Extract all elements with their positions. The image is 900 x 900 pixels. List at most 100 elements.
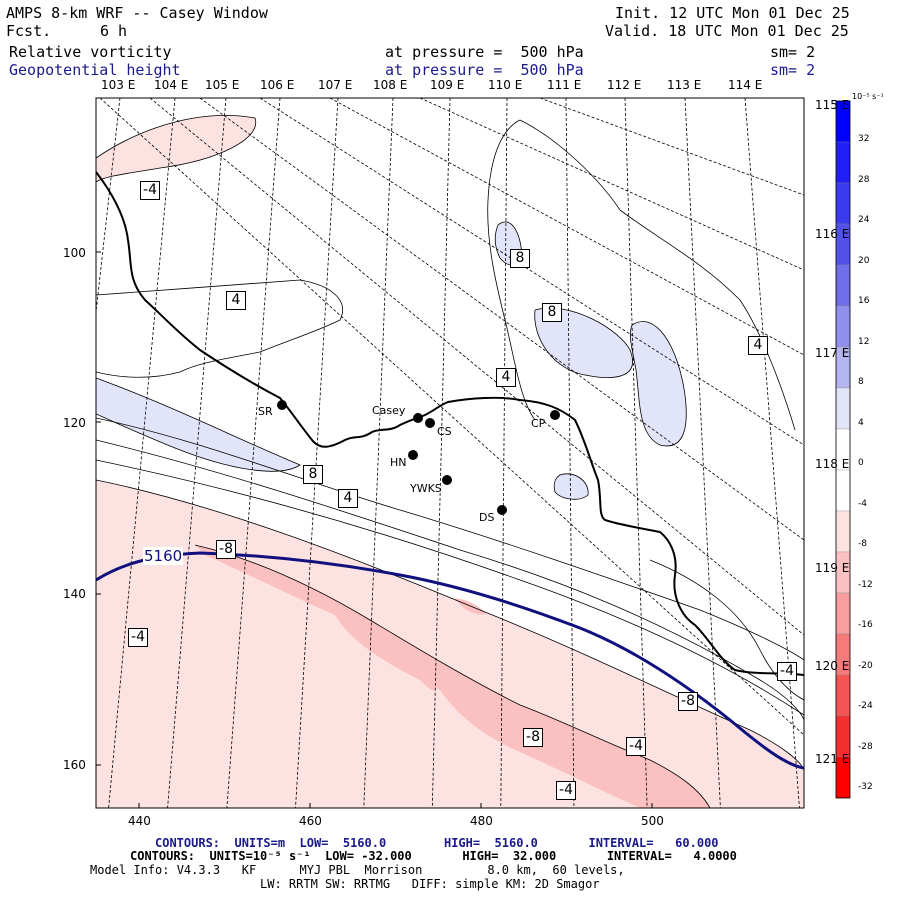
- colorbar-label: 4: [858, 417, 864, 428]
- contour-value-label: -4: [140, 181, 160, 200]
- station-label: Casey: [372, 404, 406, 417]
- y-tick-label: 120: [63, 416, 86, 430]
- colorbar-segment: [835, 141, 851, 184]
- colorbar-label: 16: [858, 296, 870, 306]
- y-tick-label: 140: [63, 587, 86, 601]
- colorbar-segment: [835, 674, 851, 717]
- colorbar-segment: [835, 715, 851, 758]
- lon-label-right: 121 E: [815, 752, 850, 766]
- lon-label-top: 110 E: [488, 78, 523, 92]
- lon-label-top: 113 E: [667, 78, 702, 92]
- contour-value-label: -4: [626, 737, 646, 756]
- footer-vorticity-contours: CONTOURS: UNITS=10⁻⁵ s⁻¹ LOW= -32.000 HI…: [130, 849, 737, 863]
- plot-title: AMPS 8-km WRF -- Casey Window: [6, 4, 268, 22]
- lon-label-right: 115 E: [815, 98, 850, 112]
- positive-vorticity-area: [554, 473, 589, 500]
- x-tick-label: 440: [128, 814, 151, 828]
- lon-label-top: 104 E: [154, 78, 189, 92]
- station-marker-ywks: [442, 475, 452, 485]
- colorbar-label: -20: [858, 660, 873, 671]
- contour-value-label: -4: [777, 662, 797, 681]
- x-tick-label: 500: [641, 814, 664, 828]
- lon-label-top: 106 E: [260, 78, 295, 92]
- field1-smoothing: sm= 2: [770, 43, 816, 61]
- field2-level: at pressure = 500 hPa: [385, 61, 584, 79]
- colorbar: [835, 100, 851, 799]
- colorbar-outline: [835, 100, 851, 799]
- colorbar-segment: [835, 387, 851, 430]
- coastline: [96, 171, 804, 676]
- contour-value-label: -8: [678, 692, 698, 711]
- station-marker-cs: [425, 418, 435, 428]
- colorbar-label: 0: [858, 458, 864, 468]
- station-label: HN: [390, 456, 407, 469]
- station-markers: [277, 400, 560, 515]
- axis-ticks: [96, 251, 653, 808]
- colorbar-segment: [835, 264, 851, 307]
- contour-value-label: 8: [303, 465, 323, 484]
- lon-label-top: 105 E: [205, 78, 240, 92]
- contour-value-label: 8: [542, 303, 562, 322]
- field1-name: Relative vorticity: [9, 43, 172, 61]
- station-label: CS: [437, 425, 452, 438]
- x-tick-label: 480: [470, 814, 493, 828]
- colorbar-label: -28: [858, 741, 873, 752]
- footer-physics-info: LW: RRTM SW: RRTMG DIFF: simple KM: 2D S…: [260, 877, 600, 891]
- lon-label-top: 114 E: [728, 78, 763, 92]
- positive-vorticity-area: [96, 378, 300, 472]
- colorbar-label: -32: [858, 782, 873, 792]
- contour-value-label: 4: [748, 336, 768, 355]
- contour-value-label: -8: [216, 540, 236, 559]
- colorbar-label: -16: [858, 620, 873, 630]
- lon-label-top: 111 E: [547, 78, 582, 92]
- valid-time: Valid. 18 UTC Mon 01 Dec 25: [605, 22, 849, 40]
- positive-vorticity-area: [630, 321, 687, 446]
- colorbar-label: 8: [858, 377, 864, 387]
- contour-value-label: 8: [510, 249, 530, 268]
- station-label: CP: [531, 417, 546, 430]
- colorbar-label: -4: [858, 498, 867, 509]
- field2-name: Geopotential height: [9, 61, 181, 79]
- colorbar-label: -24: [858, 701, 873, 711]
- lon-label-top: 112 E: [607, 78, 642, 92]
- station-label: SR: [258, 405, 273, 418]
- negative-vorticity-area: [195, 545, 710, 808]
- station-marker-ds: [497, 505, 507, 515]
- forecast-hour: 6 h: [100, 22, 128, 40]
- lon-label-right: 116 E: [815, 227, 850, 241]
- station-marker-cp: [550, 410, 560, 420]
- footer-model-info: Model Info: V4.3.3 KF MYJ PBL Morrison 8…: [90, 863, 625, 877]
- contour-value-label: -8: [523, 728, 543, 747]
- lon-label-top: 107 E: [318, 78, 353, 92]
- contour-value-label: -4: [556, 781, 576, 800]
- field2-smoothing: sm= 2: [770, 61, 816, 79]
- lon-label-right: 119 E: [815, 561, 850, 575]
- lon-label-top: 103 E: [101, 78, 136, 92]
- lon-label-right: 118 E: [815, 457, 850, 471]
- footer-height-contours: CONTOURS: UNITS=m LOW= 5160.0 HIGH= 5160…: [155, 836, 719, 850]
- lon-label-top: 108 E: [373, 78, 408, 92]
- colorbar-label: 12: [858, 336, 870, 347]
- colorbar-segment: [835, 592, 851, 635]
- colorbar-segment: [835, 469, 851, 512]
- positive-vorticity-area: [534, 308, 633, 378]
- contour-value-label: 4: [338, 489, 358, 508]
- colorbar-label: 24: [858, 215, 870, 225]
- station-marker-sr: [277, 400, 287, 410]
- contour-value-label: -4: [128, 628, 148, 647]
- colorbar-segment: [835, 305, 851, 348]
- negative-vorticity-area: [96, 115, 256, 182]
- station-label: YWKS: [410, 482, 442, 495]
- station-label: DS: [479, 511, 495, 524]
- colorbar-label: -12: [858, 579, 873, 590]
- contour-value-label: 4: [496, 368, 516, 387]
- colorbar-label: -8: [858, 539, 867, 549]
- y-tick-label: 160: [63, 758, 86, 772]
- vorticity-contours: [96, 115, 804, 808]
- height-contour-label: 5160: [143, 547, 184, 565]
- colorbar-unit: 10⁻⁵ s⁻¹: [852, 92, 884, 101]
- colorbar-segment: [835, 510, 851, 553]
- station-marker-hn: [408, 450, 418, 460]
- colorbar-label: 28: [858, 174, 870, 185]
